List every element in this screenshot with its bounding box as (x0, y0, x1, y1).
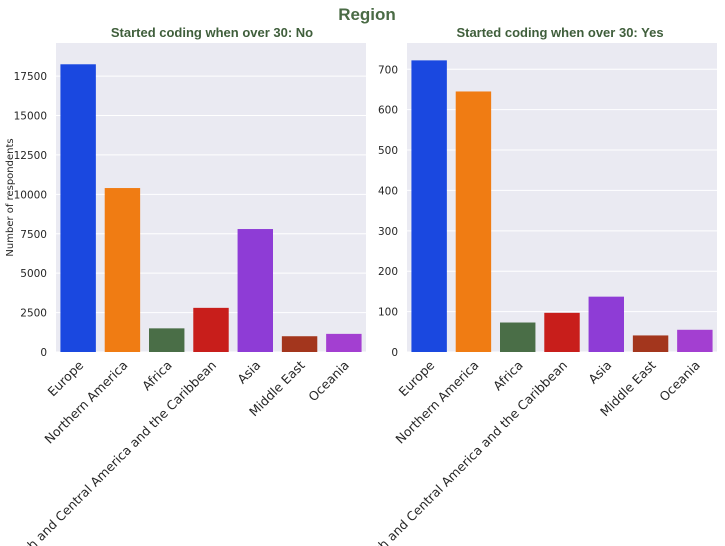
bar-northern-america (455, 91, 492, 353)
bar-asia (237, 229, 273, 352)
y-axis-label: Number of respondents (5, 138, 16, 256)
bar-middle-east (281, 336, 318, 352)
y-tick-label: 600 (378, 105, 398, 117)
y-tick-label: 700 (378, 64, 398, 76)
figure-title: Region (338, 5, 396, 24)
x-tick-label: Asia (585, 358, 614, 387)
y-tick-label: 400 (378, 185, 398, 197)
y-tick-label: 0 (40, 347, 47, 359)
x-tick-label: Oceania (305, 358, 352, 405)
x-tick-label: Europe (396, 357, 438, 399)
x-tick-label: Africa (139, 358, 175, 394)
bar-south-and-central-america-and-the-caribbean (193, 307, 229, 352)
bar-africa (149, 328, 185, 352)
y-tick-label: 300 (378, 226, 398, 238)
x-tick-label: Northern America (392, 358, 481, 447)
x-tick-label: Oceania (656, 358, 703, 405)
y-tick-label: 15000 (14, 111, 47, 123)
y-tick-label: 7500 (20, 229, 47, 241)
bar-europe (60, 64, 96, 352)
plot-area (407, 43, 717, 352)
bar-south-and-central-america-and-the-caribbean (544, 312, 580, 352)
bar-oceania (326, 333, 362, 352)
bar-asia (588, 296, 624, 352)
x-tick-label: Europe (45, 357, 87, 399)
chart-title: Started coding when over 30: Yes (456, 25, 663, 40)
bar-middle-east (632, 335, 669, 352)
chart-title: Started coding when over 30: No (111, 25, 313, 40)
chart-panel-1: Started coding when over 30: No 0 2500 5000… (4, 25, 366, 546)
y-tick-label: 5000 (20, 268, 47, 280)
y-tick-label: 200 (378, 266, 398, 278)
x-tick-label: Northern America (41, 358, 130, 447)
y-tick-label: 0 (391, 347, 398, 359)
bar-africa (500, 322, 536, 352)
y-tick-label: 17500 (14, 71, 47, 83)
y-tick-label: 100 (378, 307, 398, 319)
chart-panel-2: Started coding when over 30: Yes 0 100 200 3… (355, 25, 717, 546)
y-tick-label: 500 (378, 145, 398, 157)
y-tick-label: 2500 (20, 308, 47, 320)
plot-area (56, 43, 366, 352)
bar-oceania (677, 329, 713, 352)
x-tick-label: Asia (234, 358, 263, 387)
bar-europe (411, 60, 447, 353)
y-tick-label: 12500 (14, 150, 47, 162)
x-tick-label: Africa (490, 358, 526, 394)
y-tick-label: 10000 (14, 189, 47, 201)
bar-northern-america (104, 188, 141, 352)
